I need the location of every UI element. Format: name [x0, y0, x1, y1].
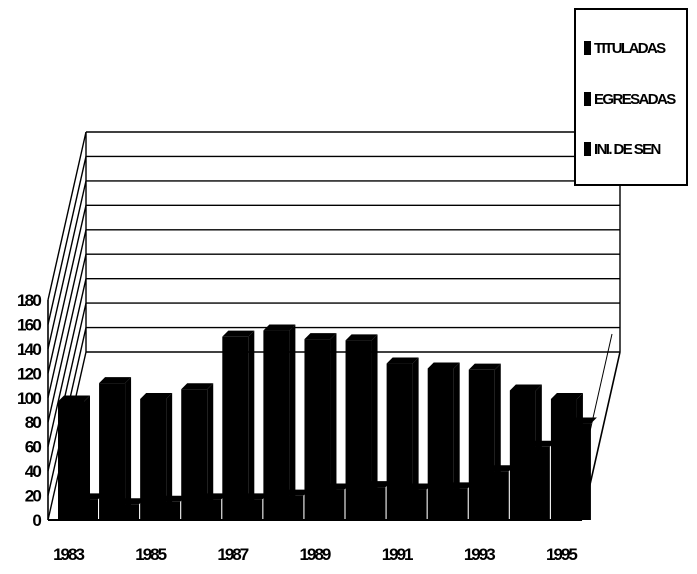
bar-titulada: [181, 389, 208, 520]
bar-titulada-side: [576, 393, 583, 520]
bar-titulada-top: [345, 334, 378, 341]
gridline-side: [47, 131, 87, 301]
bar-titulada-top: [140, 393, 173, 399]
legend-item-tituladas: TITULADAS: [584, 36, 666, 60]
gridline-side: [47, 156, 87, 325]
bar-titulada-side: [453, 362, 460, 520]
bar-titulada: [509, 390, 536, 520]
legend-label: INI. DE SEN: [594, 140, 661, 158]
bar-titulada-side: [494, 363, 501, 520]
gridline-side: [47, 229, 87, 398]
bar-titulada-top: [386, 357, 419, 364]
legend-swatch: [584, 41, 591, 55]
bar-titulada-top: [222, 330, 255, 337]
bar-titulada-top: [99, 377, 132, 384]
y-tick-label: 180: [17, 291, 41, 310]
x-tick-label: 1995: [546, 545, 577, 564]
y-tick-label: 20: [25, 487, 42, 506]
bar-titulada-top: [427, 362, 460, 369]
gridline-side: [47, 205, 87, 374]
bar-titulada: [140, 399, 167, 520]
bar-titulada-top: [509, 384, 542, 391]
bar-titulada-side: [535, 384, 542, 520]
x-tick-label: 1985: [135, 545, 166, 564]
y-tick-label: 80: [25, 413, 42, 432]
bar-titulada: [304, 339, 331, 520]
bar-titulada: [58, 401, 84, 520]
legend-swatch: [584, 142, 591, 156]
y-tick-label: 160: [17, 315, 41, 334]
bar-titulada: [263, 330, 290, 520]
bar-titulada-side: [248, 330, 255, 520]
bar-titulada-side: [289, 324, 296, 520]
y-tick-label: 40: [25, 462, 42, 481]
bar-titulada-side: [330, 333, 337, 520]
y-tick-label: 140: [17, 340, 41, 359]
bar-titulada-top: [550, 393, 583, 399]
bar-titulada-side: [84, 395, 90, 520]
bar-titulada-side: [412, 357, 419, 520]
bar-titulada-side: [166, 393, 173, 520]
bar-titulada: [99, 383, 126, 520]
legend-label: TITULADAS: [594, 39, 666, 57]
y-tick-label: 60: [25, 438, 42, 457]
legend-label: EGRESADAS: [594, 90, 676, 108]
bar-titulada: [386, 363, 413, 520]
legend-item-egresadas: EGRESADAS: [584, 87, 676, 111]
y-tick-label: 0: [32, 511, 41, 530]
x-tick-label: 1993: [464, 545, 495, 564]
bar-titulada-side: [371, 334, 378, 520]
y-tick-label: 120: [17, 364, 41, 383]
bar-titulada-side: [125, 377, 132, 520]
bar-titulada: [222, 336, 249, 520]
bar-titulada-top: [468, 363, 501, 370]
bar-titulada: [550, 399, 577, 520]
gridline-side: [47, 180, 87, 350]
bar-titulada: [468, 369, 495, 520]
bar-titulada-top: [181, 383, 214, 390]
bar-titulada-side: [207, 383, 214, 520]
bar-titulada: [345, 340, 372, 520]
y-tick-label: 100: [17, 389, 41, 408]
x-tick-label: 1987: [217, 545, 248, 564]
bar-titulada-top: [304, 333, 337, 340]
legend: TITULADAS EGRESADAS INI. DE SEN: [574, 8, 688, 186]
gridline-side: [47, 278, 87, 447]
x-tick-label: 1989: [300, 545, 331, 564]
x-tick-label: 1991: [382, 545, 413, 564]
bar-titulada: [427, 368, 454, 520]
x-tick-label: 1983: [53, 545, 84, 564]
gridline-side: [47, 302, 87, 472]
legend-swatch: [584, 92, 591, 106]
bar-titulada-top: [58, 395, 90, 402]
bar-titulada-top: [263, 324, 296, 331]
legend-item-ini-de-sen: INI. DE SEN: [584, 137, 661, 161]
gridline-side: [47, 254, 87, 423]
